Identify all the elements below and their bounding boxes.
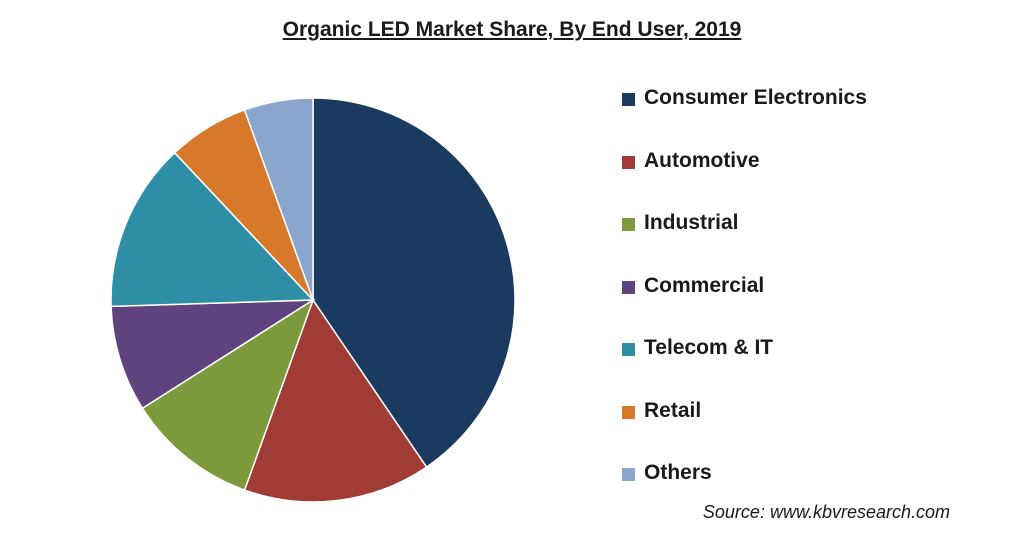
- legend-swatch: [622, 405, 635, 419]
- pie-slice-commercial: [110, 299, 316, 410]
- pie-slice-consumer-electronics: [312, 97, 516, 469]
- source-note: Source: www.kbvresearch.com: [702, 502, 950, 522]
- legend-label: Industrial: [644, 211, 739, 234]
- legend-swatch: [622, 93, 635, 106]
- legend-item-telecom-it: Telecom & IT: [622, 334, 867, 397]
- pie-slice-automotive: [243, 298, 428, 503]
- legend-swatch: [622, 468, 635, 481]
- legend-label: Others: [644, 461, 712, 484]
- pie-slice-others: [243, 97, 314, 301]
- legend-item-industrial: Industrial: [622, 209, 867, 272]
- legend-item-automotive: Automotive: [622, 147, 867, 210]
- legend-swatch: [622, 218, 635, 231]
- legend-label: Consumer Electronics: [644, 86, 867, 109]
- pie-slice-industrial: [141, 298, 315, 492]
- pie-slice-telecom-it: [110, 151, 315, 308]
- legend-item-consumer-electronics: Consumer Electronics: [622, 84, 867, 147]
- legend-item-others: Others: [622, 459, 867, 522]
- legend-label: Telecom & IT: [644, 336, 774, 359]
- chart-legend: Consumer Electronics Automotive Industrial…: [622, 84, 867, 522]
- chart-title: Organic LED Market Share, By End User, 2…: [282, 18, 742, 41]
- legend-label: Retail: [644, 398, 702, 422]
- legend-swatch: [622, 280, 635, 294]
- legend-label: Automotive: [644, 148, 760, 172]
- legend-label: Commercial: [644, 273, 765, 297]
- legend-item-commercial: Commercial: [622, 272, 867, 335]
- legend-swatch: [622, 155, 635, 169]
- legend-swatch: [622, 343, 635, 356]
- legend-item-retail: Retail: [622, 397, 867, 460]
